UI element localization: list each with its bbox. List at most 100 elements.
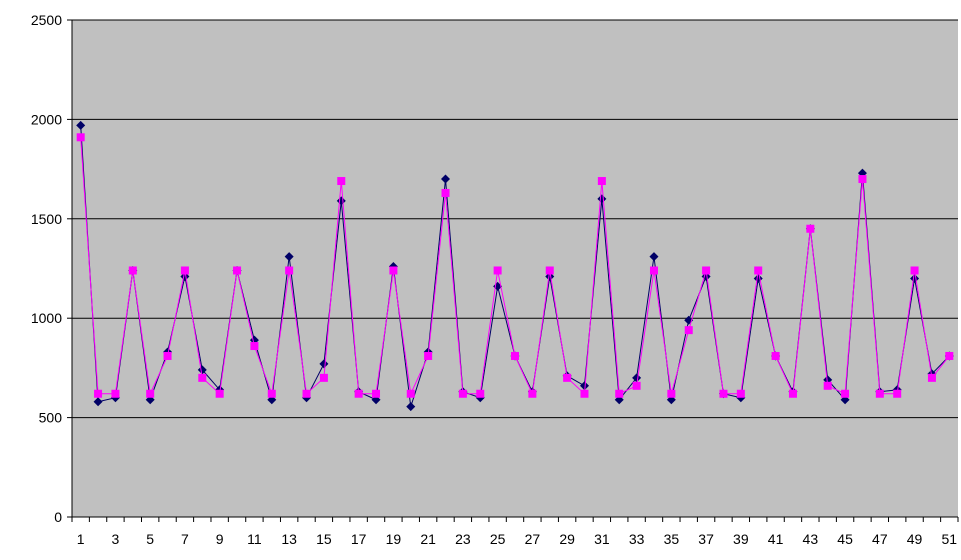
data-point [319,359,329,369]
x-tick-label: 41 [768,531,784,547]
x-tick-label: 31 [594,531,610,547]
y-tick-label: 1500 [31,211,62,227]
data-point [858,175,867,184]
x-tick-label: 19 [386,531,402,547]
data-point [632,381,641,390]
data-point [354,389,363,398]
data-point [93,397,103,407]
data-point [441,174,451,184]
data-point [163,351,172,360]
x-tick-label: 1 [77,531,85,547]
data-point [563,373,572,382]
x-tick-label: 3 [112,531,120,547]
x-tick-label: 23 [455,531,471,547]
data-point [649,266,658,275]
gridlines [72,19,958,419]
x-tick-label: 17 [351,531,367,547]
axes [67,19,959,522]
data-point [615,389,624,398]
y-tick-label: 1000 [31,310,62,326]
data-point [788,389,797,398]
data-point [476,389,485,398]
data-point [528,389,537,398]
series-layer [76,120,954,412]
data-point [233,266,242,275]
data-point [372,389,381,398]
data-point [406,402,416,412]
data-point [597,177,606,186]
data-point [267,389,276,398]
data-point [389,266,398,275]
y-tick-labels: 0 500 1000 1500 2000 2500 [31,12,62,525]
data-point [580,389,589,398]
x-tick-label: 27 [525,531,541,547]
data-point [667,389,676,398]
x-tick-label: 35 [664,531,680,547]
data-point [76,120,86,130]
data-point [424,351,433,360]
x-tick-label: 45 [837,531,853,547]
data-point [284,252,294,262]
x-tick-label: 43 [803,531,819,547]
data-point [319,373,328,382]
data-point [406,389,415,398]
data-point [632,373,642,383]
data-point [111,389,120,398]
data-point [197,365,207,375]
data-point [823,381,832,390]
data-point [250,342,259,351]
data-point [302,389,311,398]
x-tick-label: 9 [216,531,224,547]
data-point [128,266,137,275]
x-tick-label: 13 [281,531,297,547]
x-tick-label: 39 [733,531,749,547]
y-tick-label: 2500 [31,12,62,28]
x-tick-label: 49 [907,531,923,547]
data-point [458,389,467,398]
data-point [841,389,850,398]
x-tick-label: 51 [942,531,958,547]
data-point [754,266,763,275]
x-tick-label: 29 [559,531,575,547]
x-tick-label: 5 [146,531,154,547]
x-tick-label: 33 [629,531,645,547]
y-tick-label: 2000 [31,111,62,127]
data-point [146,389,155,398]
data-point [545,266,554,275]
data-point [337,177,346,186]
x-tick-label: 15 [316,531,332,547]
data-point [806,224,815,233]
data-point [910,266,919,275]
data-point [285,266,294,275]
series-2 [76,133,954,398]
x-tick-label: 11 [247,531,262,547]
data-point [511,351,519,360]
data-point [180,266,189,275]
data-point [893,389,902,398]
x-tick-label: 47 [872,531,888,547]
data-point [76,133,85,142]
data-point [927,373,936,382]
data-point [771,351,780,360]
data-point [493,266,502,275]
x-tick-label: 25 [490,531,506,547]
data-point [441,188,450,197]
x-tick-label: 37 [698,531,714,547]
plot-area [72,20,958,517]
x-tick-labels: 1 3 5 7 9 11 13 15 17 19 21 23 25 27 29 31 33 35 37 39 41 43 4… [77,531,958,547]
x-tick-label: 21 [420,531,436,547]
data-point [945,351,954,360]
data-point [579,381,589,391]
data-point [702,266,711,275]
y-tick-label: 500 [39,410,63,426]
data-point [719,389,728,398]
data-point [736,389,745,398]
data-point [198,373,207,382]
data-point [94,389,103,398]
x-tick-label: 7 [181,531,189,547]
data-point [684,326,693,335]
data-point [215,389,224,398]
data-point [649,252,659,262]
data-point [875,389,884,398]
